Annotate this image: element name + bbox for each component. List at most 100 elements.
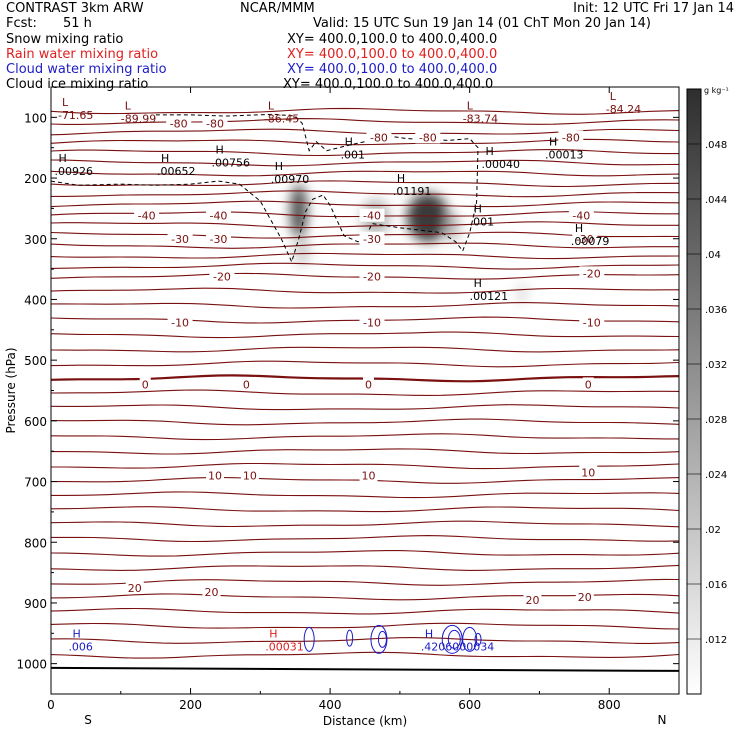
y-tick-label: 100 xyxy=(24,111,47,125)
temperature-contour xyxy=(51,520,679,528)
cloud-water-contour xyxy=(474,632,482,646)
contour-label: -40 xyxy=(209,210,227,223)
contour-label-bg xyxy=(558,130,584,144)
cloud-water-contour xyxy=(447,629,461,649)
extremum-value: -83.74 xyxy=(463,112,498,125)
extremum-type: H xyxy=(549,136,557,149)
temperature-contour xyxy=(51,593,679,601)
temperature-contour xyxy=(51,118,679,125)
field-rain-xy: XY= 400.0,100.0 to 400.0,400.0 xyxy=(287,47,498,62)
contour-label-bg xyxy=(579,266,605,280)
contour-label-bg xyxy=(240,468,259,482)
contour-label: -10 xyxy=(583,317,601,330)
contour-label-bg xyxy=(202,585,221,599)
temperature-contour xyxy=(51,564,679,571)
extremum-value: -86.45 xyxy=(264,112,299,125)
temperature-contour xyxy=(51,637,679,644)
y-tick-label: 600 xyxy=(24,415,47,429)
cloud-water-contour xyxy=(370,624,388,654)
temperature-contour xyxy=(51,149,679,157)
temperature-contour xyxy=(51,159,679,167)
contour-label: -80 xyxy=(419,131,437,144)
temperature-contour xyxy=(51,389,679,396)
extremum-type: H xyxy=(215,144,223,157)
contour-label: 0 xyxy=(365,378,372,391)
contour-label: -80 xyxy=(206,117,224,130)
temperature-contour xyxy=(51,578,679,586)
contour-label-bg xyxy=(359,315,385,329)
x-tick-label: 600 xyxy=(458,698,481,712)
contour-label: 10 xyxy=(361,469,375,482)
contour-label-bg xyxy=(240,377,252,391)
y-tick-label: 400 xyxy=(24,293,47,307)
colorbar-bar xyxy=(686,88,702,695)
cloud-water-contour xyxy=(303,626,315,652)
contour-label-bg xyxy=(579,465,598,479)
temperature-contour xyxy=(51,287,679,294)
contour-label: -40 xyxy=(572,210,590,223)
temperature-contour xyxy=(51,418,679,426)
extremum-type: H xyxy=(58,152,66,165)
temperature-contour xyxy=(51,252,679,260)
surface-line xyxy=(51,666,679,672)
temperature-contour xyxy=(51,128,679,136)
y-tick-label: 300 xyxy=(24,233,47,247)
extremum-value: .001 xyxy=(470,215,495,228)
extremum-value: .00013 xyxy=(545,149,584,162)
temperature-contour xyxy=(51,550,679,557)
contour-label-bg xyxy=(205,231,231,245)
extremum-value: .00031 xyxy=(265,640,304,653)
extremum-type: H xyxy=(575,222,583,235)
extremum-type: L xyxy=(62,96,69,109)
extremum-value: .00040 xyxy=(482,158,521,171)
contour-label: 10 xyxy=(581,466,595,479)
contour-label: 10 xyxy=(243,469,257,482)
temperature-contour xyxy=(51,448,679,455)
contour-label-bg xyxy=(209,269,235,283)
contour-label: -80 xyxy=(170,117,188,130)
colorbar-tick-label: .044 xyxy=(705,195,727,206)
extremum-value: .00121 xyxy=(470,290,509,303)
cloud-water-contour xyxy=(346,629,354,647)
extremum-value: .00926 xyxy=(54,165,93,178)
contour-label: 0 xyxy=(142,378,149,391)
extremum-value: .00079 xyxy=(571,235,610,248)
temperature-contour xyxy=(51,360,679,368)
colorbar-tick-label: .048 xyxy=(705,140,727,151)
temperature-contour xyxy=(51,433,679,441)
contour-label: 0 xyxy=(243,378,250,391)
contour-label-bg xyxy=(359,231,385,245)
contour-label: -10 xyxy=(171,317,189,330)
contour-label-bg xyxy=(139,377,151,391)
extremum-type: H xyxy=(425,627,433,640)
extremum-type: H xyxy=(397,172,405,185)
extremum-type: H xyxy=(72,627,80,640)
y-tick-label: 700 xyxy=(24,476,47,490)
x-tick-label: 800 xyxy=(598,698,621,712)
colorbar-tick-label: .032 xyxy=(705,360,727,371)
temperature-contour xyxy=(51,262,679,270)
field-ice-name: Cloud ice mixing ratio xyxy=(6,77,149,92)
contour-label: 20 xyxy=(525,594,539,607)
colorbar-tick-label: .012 xyxy=(705,635,727,646)
contour-label-bg xyxy=(359,269,385,283)
cloud-ice-outline xyxy=(51,113,479,264)
contour-label-bg xyxy=(523,592,542,606)
temperature-contour xyxy=(51,462,679,470)
contour-label: -20 xyxy=(363,270,381,283)
y-tick-label: 800 xyxy=(24,536,47,550)
y-axis-label: Pressure (hPa) xyxy=(4,347,18,433)
contour-label: -80 xyxy=(370,131,388,144)
colorbar-tick-label: .016 xyxy=(705,580,727,591)
contour-label-bg xyxy=(205,468,224,482)
contour-label-bg xyxy=(572,231,598,245)
contour-label-bg xyxy=(202,116,228,130)
contour-label-bg xyxy=(579,315,605,329)
extremum-value: .00756 xyxy=(211,157,250,170)
model-title: CONTRAST 3km ARW xyxy=(6,1,144,16)
y-tick-label: 900 xyxy=(24,597,47,611)
endpoint-right-label: N xyxy=(658,713,667,727)
temperature-contour xyxy=(51,221,679,229)
field-cloud-name: Cloud water mixing ratio xyxy=(6,62,167,77)
